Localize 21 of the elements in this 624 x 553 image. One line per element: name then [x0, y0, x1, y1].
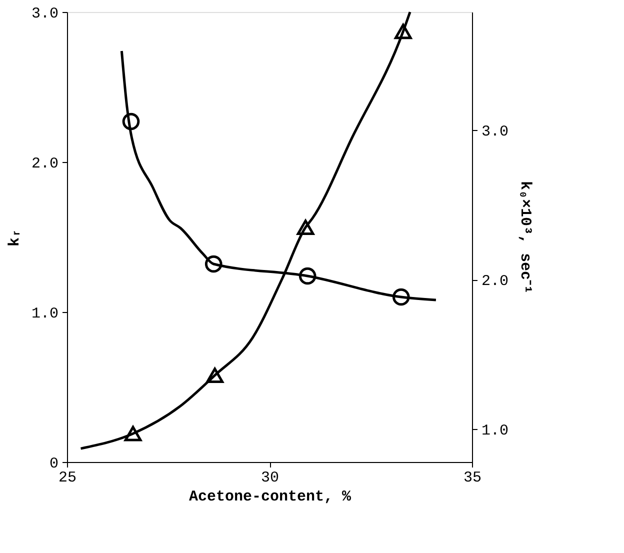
y2-tick-label: 2.0 — [482, 273, 509, 290]
y2-tick-label: 1.0 — [482, 422, 509, 440]
x-tick-label: 35 — [463, 470, 482, 486]
y-tick-label: 0 — [49, 456, 58, 472]
point — [392, 288, 410, 306]
y-tick-label: 3.0 — [31, 6, 58, 22]
point — [394, 24, 412, 40]
point — [206, 368, 224, 383]
point — [204, 255, 222, 273]
y-tick-label: 1.0 — [31, 306, 58, 322]
x-tick-label: 25 — [58, 470, 77, 486]
y2-axis-title: k₀×10³, sec⁻¹ — [516, 180, 534, 294]
point — [298, 267, 316, 285]
y2-tick-label: 3.0 — [482, 124, 509, 141]
y-axis-title: kᵣ — [6, 228, 24, 247]
x-axis-title: Acetone-content, % — [188, 488, 352, 506]
point — [124, 426, 142, 442]
y-tick-label: 2.0 — [31, 156, 58, 172]
point — [122, 112, 140, 130]
x-tick-label: 30 — [260, 470, 280, 486]
point — [296, 220, 314, 235]
